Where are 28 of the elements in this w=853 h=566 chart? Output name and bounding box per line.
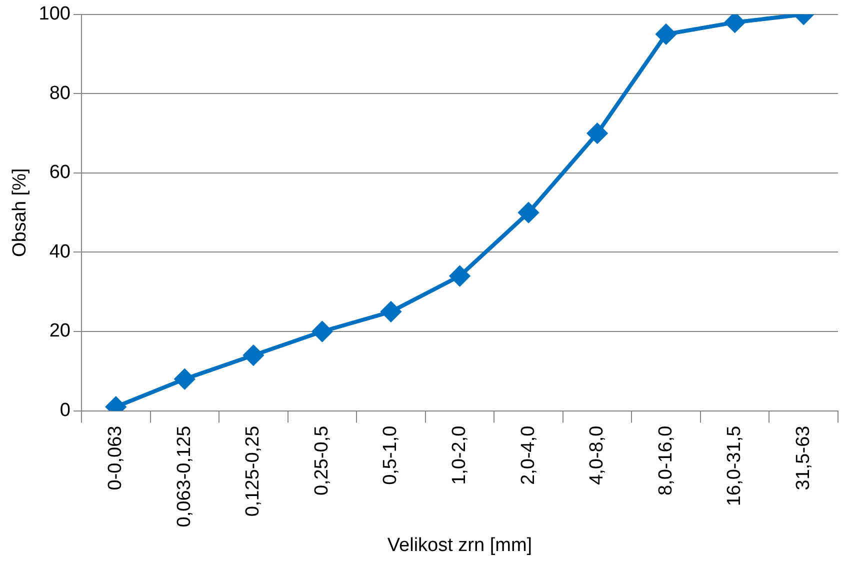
point	[380, 302, 401, 322]
x-tick-label: 0,5-1,0	[380, 426, 402, 485]
x-tick-label: 8,0-16,0	[655, 426, 676, 496]
x-tick-label: 0-0,063	[105, 426, 126, 490]
y-tick-label: 0	[60, 400, 70, 422]
x-tick-label: 2,0-4,0	[518, 426, 539, 485]
y-tick-label: 60	[49, 162, 70, 184]
x-tick-label: 1,0-2,0	[448, 426, 470, 485]
x-tick-label: 31,5-63	[792, 426, 814, 490]
point	[587, 123, 608, 144]
y-tick-label: 80	[49, 82, 70, 104]
x-tick-label: 16,0-31,5	[724, 426, 746, 506]
point	[656, 24, 676, 44]
point	[450, 266, 470, 286]
point	[724, 14, 745, 32]
point	[518, 202, 539, 223]
y-tick-label: 20	[49, 320, 70, 342]
x-tick-label: 0,25-0,5	[311, 426, 332, 496]
point	[174, 369, 195, 390]
y-tick-label: 100	[38, 4, 70, 25]
point	[243, 345, 264, 366]
x-axis-title: Velikost zrn [mm]	[387, 534, 532, 556]
point	[312, 322, 332, 342]
y-axis-title: Obsah [%]	[10, 168, 31, 257]
x-tick-label: 0,125-0,25	[242, 426, 264, 517]
x-tick-label: 4,0-8,0	[586, 426, 608, 485]
x-tick-label: 0,063-0,125	[174, 426, 195, 528]
y-tick-label: 40	[49, 241, 70, 262]
